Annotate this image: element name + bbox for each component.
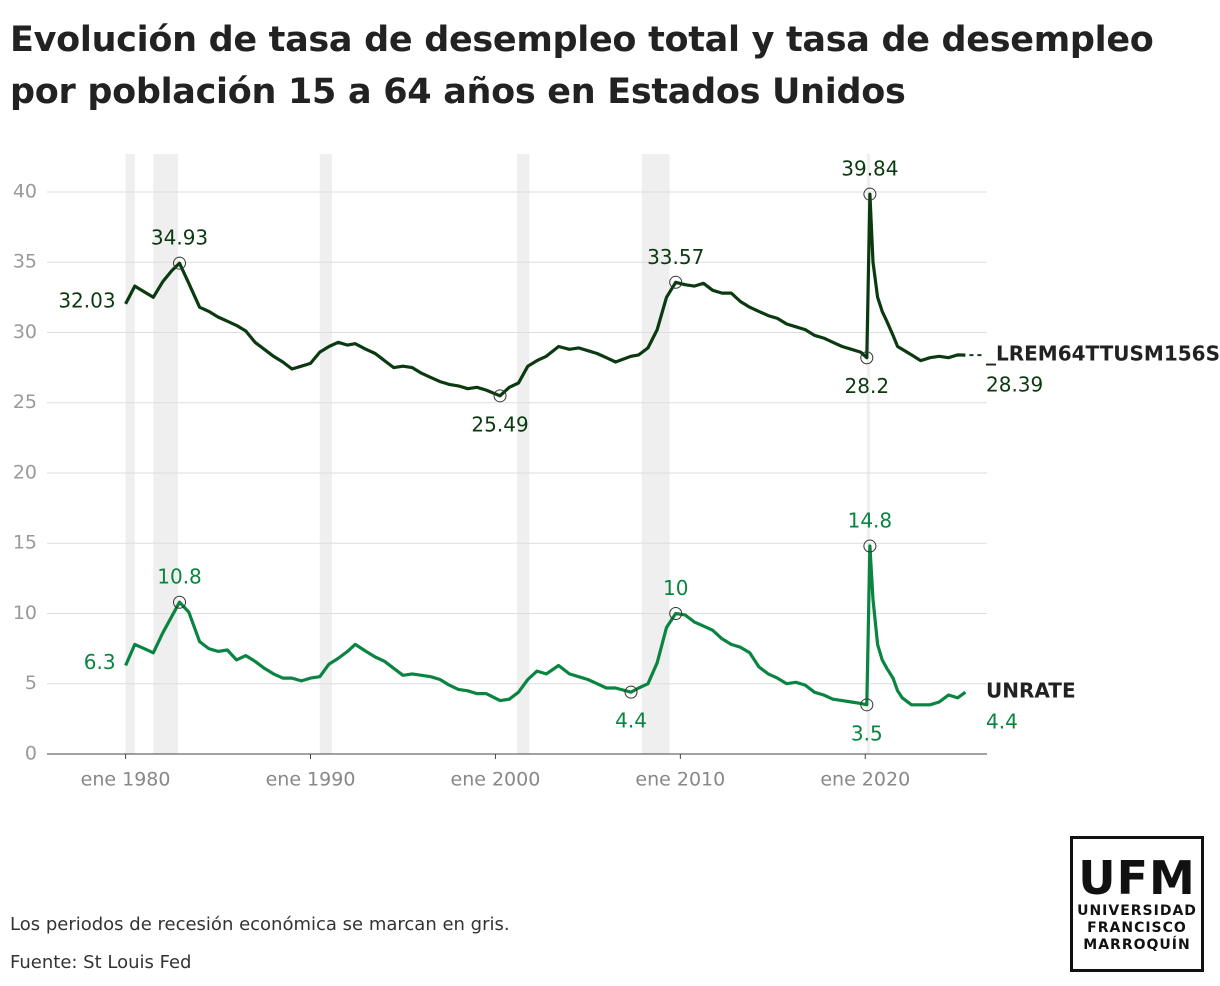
data-label: 14.8 — [848, 509, 893, 533]
logo-title: UFM — [1078, 851, 1196, 905]
x-tick-label: ene 1990 — [266, 769, 356, 791]
recession-band — [517, 154, 530, 754]
source: Fuente: St Louis Fed — [10, 952, 192, 973]
data-label: 25.49 — [471, 412, 528, 436]
data-label: 3.5 — [851, 721, 883, 745]
logo: UFM UNIVERSIDAD FRANCISCO MARROQUÍN — [1070, 836, 1204, 972]
y-tick-label: 25 — [13, 391, 37, 413]
logo-line: UNIVERSIDAD — [1077, 903, 1197, 919]
data-label: 6.3 — [84, 650, 116, 674]
data-label: 39.84 — [841, 157, 898, 181]
y-tick-label: 10 — [13, 602, 37, 624]
data-point — [863, 539, 877, 553]
x-tick-label: ene 2000 — [451, 769, 541, 791]
data-point — [669, 275, 683, 289]
series-name: _LREM64TTUSM156S — [986, 342, 1220, 366]
series-line — [124, 192, 966, 398]
y-tick-label: 0 — [25, 743, 37, 765]
data-label: 4.4 — [986, 710, 1018, 734]
x-tick-label: ene 2010 — [635, 769, 725, 791]
data-label: 10 — [663, 576, 688, 600]
data-point — [493, 389, 507, 403]
data-point — [669, 606, 683, 620]
logo-line: FRANCISCO — [1087, 920, 1187, 936]
data-label: 33.57 — [647, 245, 704, 269]
data-point — [624, 685, 638, 699]
data-point — [173, 595, 187, 609]
chart-title: Evolución de tasa de desempleo total y t… — [10, 20, 1154, 112]
data-label: 4.4 — [615, 709, 647, 733]
recession-band — [153, 154, 178, 754]
logo-line: MARROQUÍN — [1083, 937, 1191, 953]
data-label: 32.03 — [58, 288, 115, 312]
series-name: UNRATE — [986, 679, 1076, 703]
y-tick-label: 15 — [13, 532, 37, 554]
y-tick-label: 35 — [13, 251, 37, 273]
data-label: 28.2 — [845, 374, 890, 398]
recession-band — [641, 154, 670, 754]
y-tick-label: 40 — [13, 180, 37, 202]
y-tick-label: 30 — [13, 321, 37, 343]
data-label: 34.93 — [151, 226, 208, 250]
data-label: 10.8 — [157, 565, 202, 589]
data-point — [173, 256, 187, 270]
note: Los periodos de recesión económica se ma… — [10, 914, 510, 935]
x-tick-label: ene 2020 — [820, 769, 910, 791]
data-point — [860, 698, 874, 712]
recession-band — [866, 154, 870, 754]
x-tick-label: ene 1980 — [81, 769, 171, 791]
recession-band — [125, 154, 135, 754]
y-tick-label: 5 — [25, 672, 37, 694]
series-line — [124, 544, 967, 707]
data-point — [863, 187, 877, 201]
data-point — [860, 351, 874, 365]
recession-band — [319, 154, 333, 754]
data-label: 28.39 — [986, 373, 1043, 397]
y-tick-label: 20 — [13, 461, 37, 483]
